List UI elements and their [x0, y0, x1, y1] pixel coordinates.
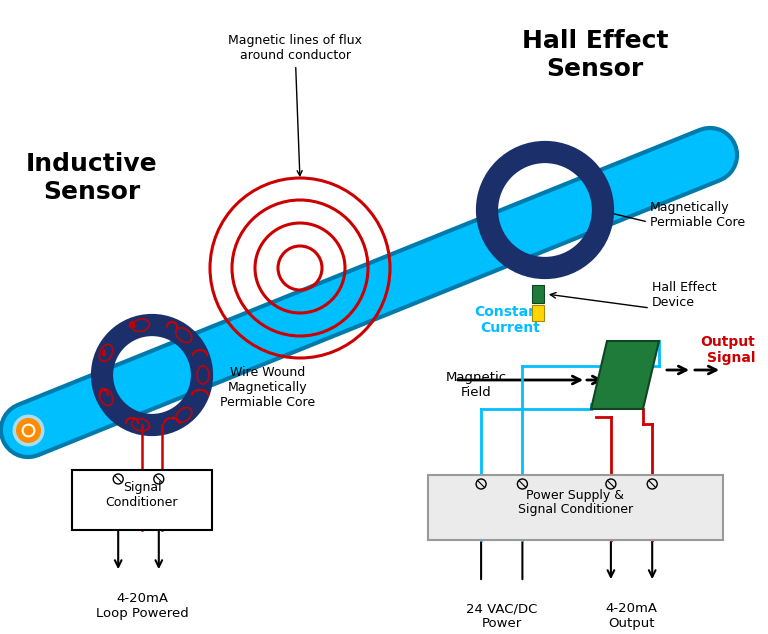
Bar: [72, 470, 212, 530]
Text: 4-20mA
Loop Powered: 4-20mA Loop Powered: [96, 592, 188, 620]
Text: Wire Wound
Magnetically
Permiable Core: Wire Wound Magnetically Permiable Core: [220, 366, 316, 410]
Text: 4-20mA
Output: 4-20mA Output: [605, 602, 657, 630]
Text: 24 VAC/DC
Power: 24 VAC/DC Power: [466, 602, 538, 630]
Text: Magnetic lines of flux
around conductor: Magnetic lines of flux around conductor: [228, 34, 362, 176]
Text: Constant
Current: Constant Current: [475, 305, 545, 335]
Bar: [532, 305, 544, 321]
Text: Magnetic
Field: Magnetic Field: [445, 371, 507, 399]
Bar: [428, 475, 723, 540]
Polygon shape: [591, 341, 659, 409]
Text: Output
Signal: Output Signal: [700, 335, 755, 365]
Text: Inductive
Sensor: Inductive Sensor: [26, 152, 157, 204]
Text: Signal
Conditioner: Signal Conditioner: [106, 481, 178, 509]
Text: Power Supply &
Signal Conditioner: Power Supply & Signal Conditioner: [518, 489, 633, 517]
Text: Hall Effect
Sensor: Hall Effect Sensor: [521, 29, 668, 81]
Bar: [532, 285, 544, 303]
Text: Hall Effect
Device: Hall Effect Device: [652, 281, 717, 309]
Text: Magnetically
Permiable Core: Magnetically Permiable Core: [650, 201, 745, 229]
